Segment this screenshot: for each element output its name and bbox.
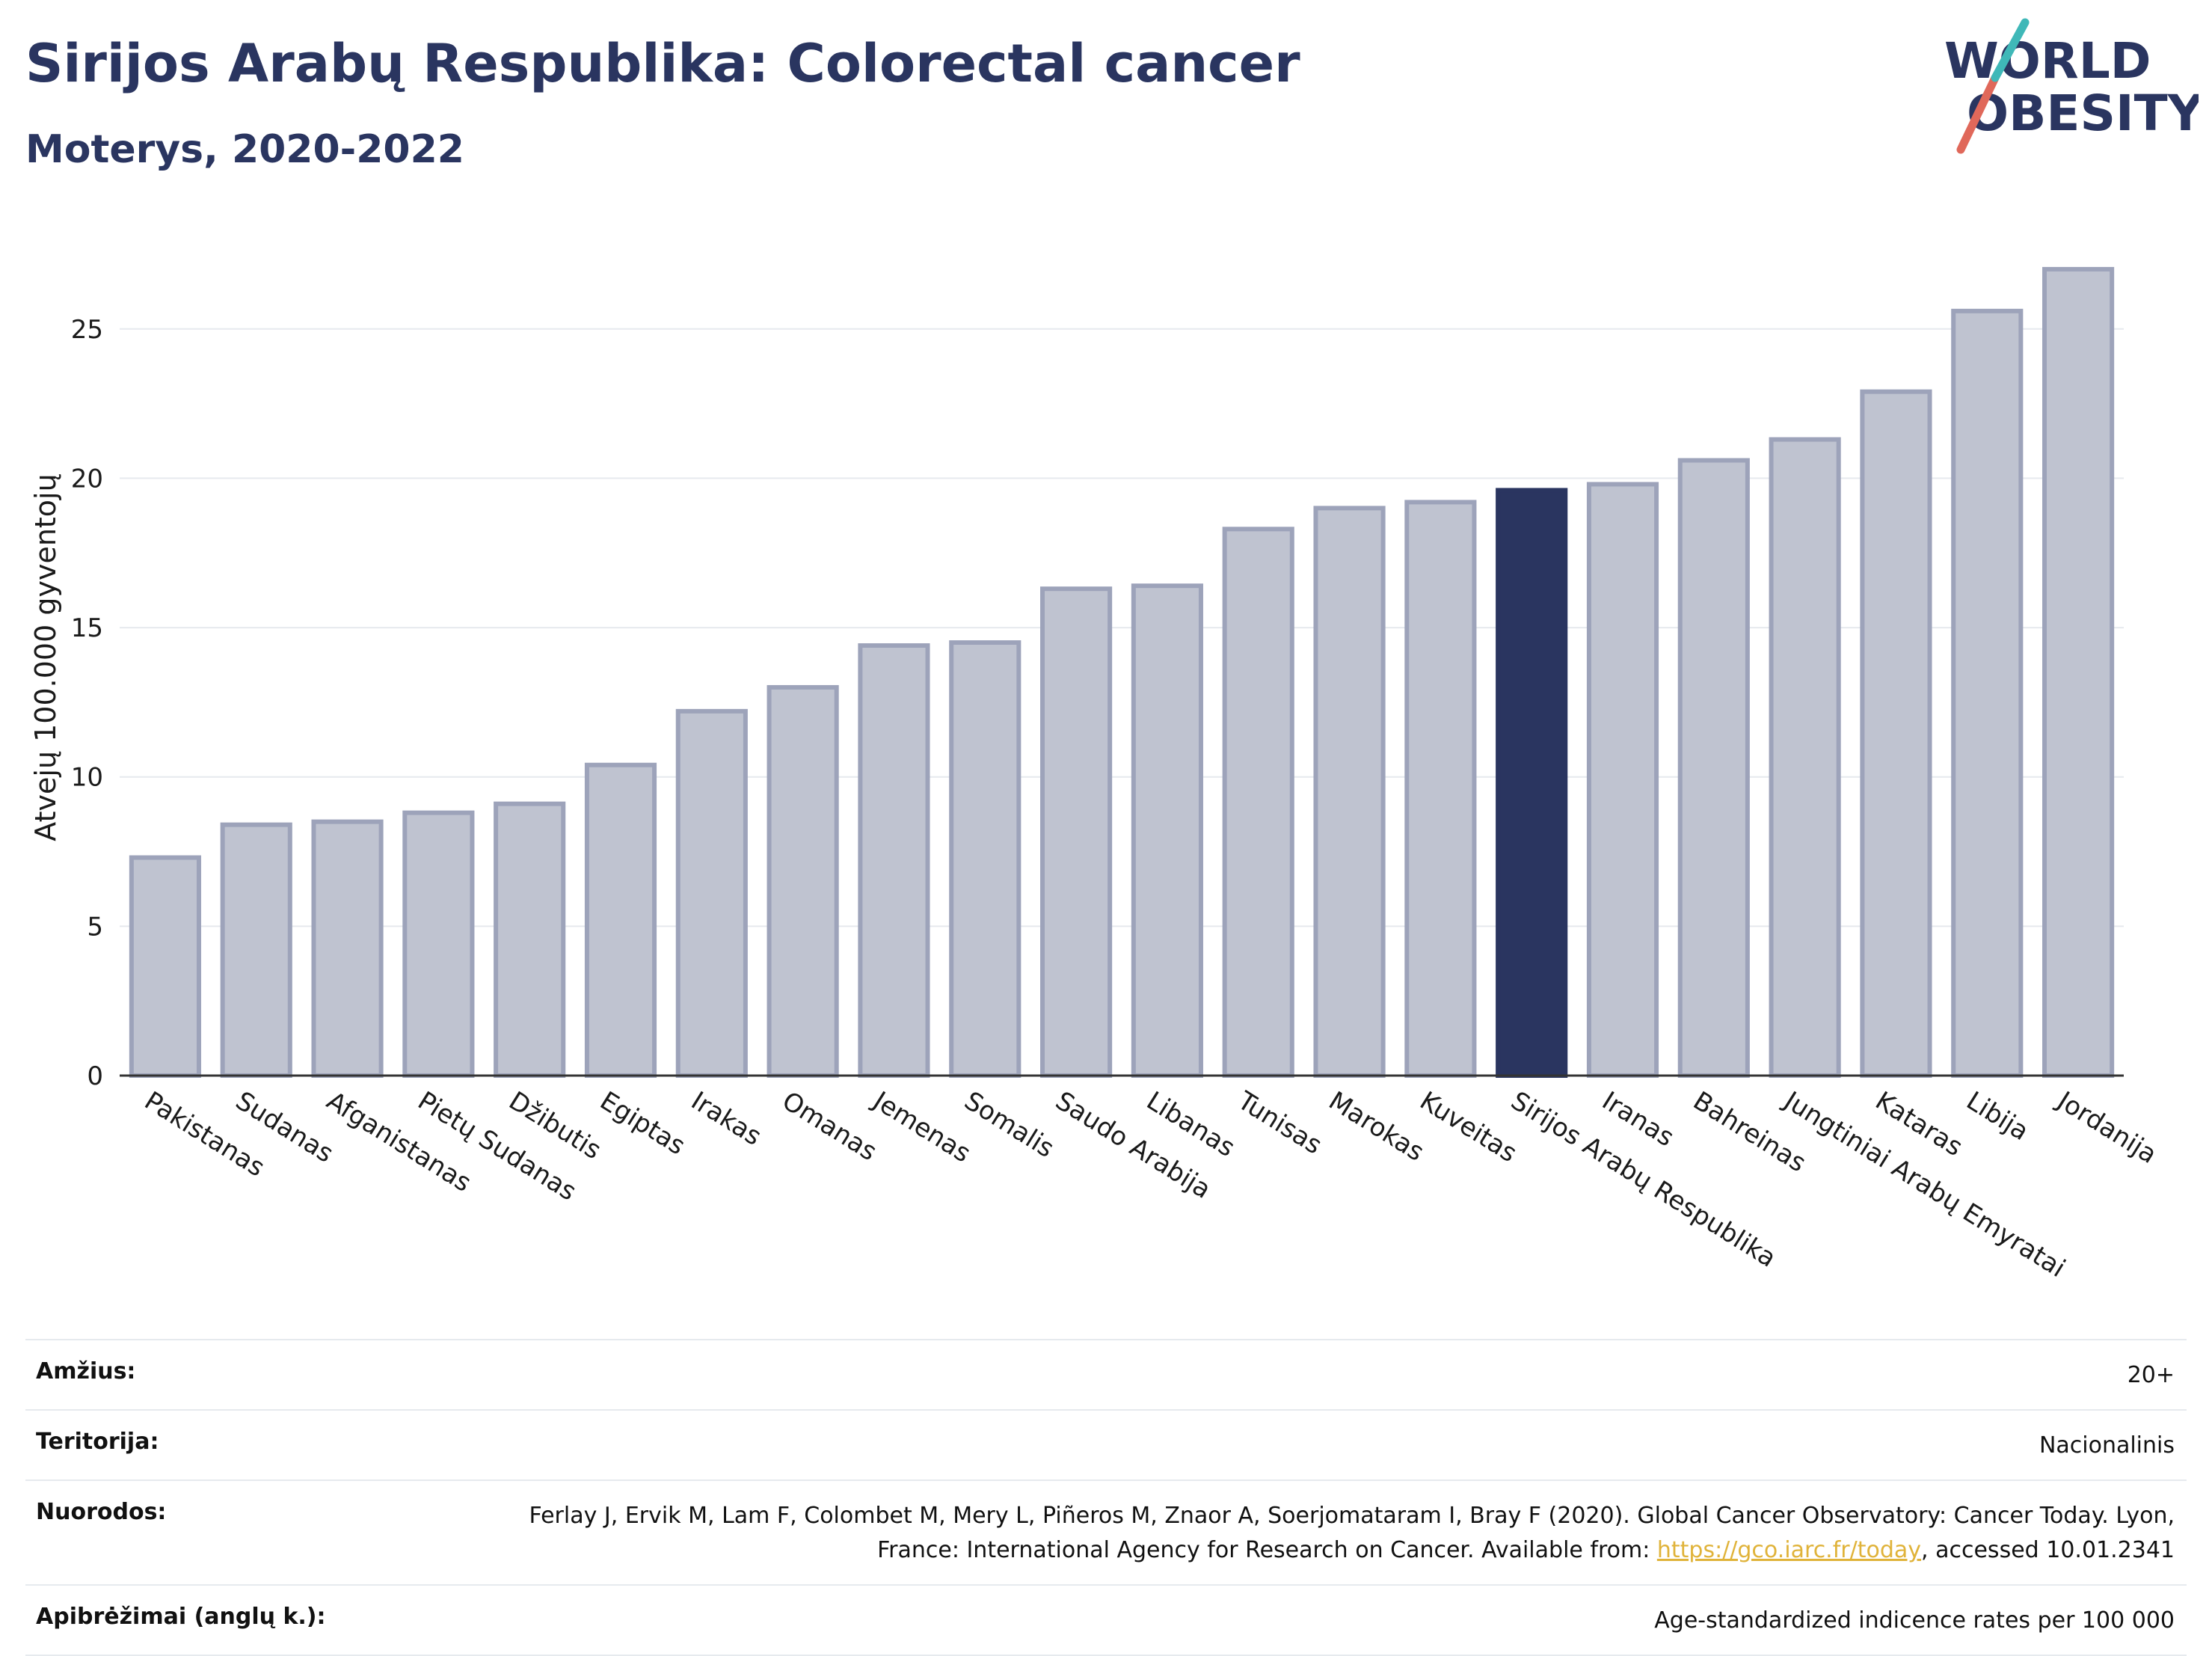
world-obesity-logo: WORLD OBESITY <box>1944 18 2199 154</box>
x-tick-label: Libija <box>1961 1086 2034 1147</box>
info-row-age: Amžius: 20+ <box>25 1339 2187 1409</box>
x-tick-label: Tunisas <box>1232 1085 1327 1160</box>
x-tick-label: Jemenas <box>867 1085 976 1169</box>
bar <box>402 810 475 1079</box>
bar <box>1677 458 1750 1078</box>
bar-highlight <box>1496 488 1568 1078</box>
logo-coral-stroke <box>1956 73 2000 154</box>
bar <box>766 684 839 1078</box>
page-title: Sirijos Arabų Respublika: Colorectal can… <box>25 33 1300 94</box>
y-tick-label: 10 <box>71 763 103 793</box>
info-value: Age-standardized indicence rates per 100… <box>1654 1607 2175 1634</box>
bar <box>949 640 1021 1078</box>
y-tick-label: 5 <box>87 912 103 942</box>
x-tick-label: Jordanija <box>2051 1085 2162 1170</box>
bar <box>2042 266 2115 1078</box>
bar <box>1131 583 1203 1078</box>
bar <box>220 822 292 1078</box>
logo-teal-stroke <box>1991 18 2030 82</box>
bar <box>1769 437 1841 1078</box>
x-tick-label: Egiptas <box>595 1086 690 1162</box>
bar <box>1404 500 1477 1079</box>
x-tick-label: Kuveitas <box>1415 1086 1523 1169</box>
page-subtitle: Moterys, 2020-2022 <box>25 127 464 172</box>
reference-text: Ferlay J, Ervik M, Lam F, Colombet M, Me… <box>529 1503 2175 1563</box>
bar <box>858 643 930 1078</box>
bar <box>1222 527 1294 1078</box>
info-value: Ferlay J, Ervik M, Lam F, Colombet M, Me… <box>455 1499 2175 1568</box>
logo-line2: OBESITY <box>1967 85 2199 142</box>
x-tick-label: Omanas <box>777 1086 882 1168</box>
logo-line1: WORLD <box>1944 32 2151 90</box>
reference-link[interactable]: https://gco.iarc.fr/today <box>1656 1537 1922 1563</box>
x-tick-label: Saudo Arabija <box>1050 1086 1216 1205</box>
info-row-definitions: Apibrėžimai (anglų k.): Age-standardized… <box>25 1584 2187 1656</box>
bar <box>1951 308 2024 1079</box>
bar <box>1313 506 1386 1079</box>
info-key: Nuorodos: <box>36 1499 167 1525</box>
info-key: Teritorija: <box>36 1429 159 1455</box>
x-tick-label: Somalis <box>959 1086 1060 1164</box>
y-tick-label: 15 <box>71 613 103 643</box>
reference-accessed: , accessed 10.01.2341 <box>1921 1537 2175 1563</box>
bar <box>129 855 201 1078</box>
bar <box>494 801 566 1079</box>
bar <box>1586 482 1659 1078</box>
x-tick-label: Irakas <box>686 1086 766 1152</box>
info-key: Apibrėžimai (anglų k.): <box>36 1604 326 1630</box>
bar <box>311 819 384 1078</box>
info-key: Amžius: <box>36 1358 136 1384</box>
bar <box>1040 586 1113 1078</box>
info-row-territory: Teritorija: Nacionalinis <box>25 1409 2187 1479</box>
info-row-references: Nuorodos: Ferlay J, Ervik M, Lam F, Colo… <box>25 1479 2187 1584</box>
y-tick-label: 0 <box>87 1061 103 1091</box>
y-axis-label: Atvejų 100.000 gyventojų <box>29 473 62 841</box>
info-value: Nacionalinis <box>2039 1432 2175 1459</box>
bar <box>584 762 657 1078</box>
info-value: 20+ <box>2127 1362 2175 1388</box>
bar <box>675 708 748 1078</box>
y-tick-label: 20 <box>71 464 103 494</box>
y-tick-label: 25 <box>71 315 103 345</box>
x-tick-label: Pietų Sudanas <box>413 1086 582 1207</box>
bar <box>1860 389 1932 1078</box>
info-table: Amžius: 20+ Teritorija: Nacionalinis Nuo… <box>25 1339 2187 1656</box>
x-tick-label: Marokas <box>1324 1086 1429 1168</box>
